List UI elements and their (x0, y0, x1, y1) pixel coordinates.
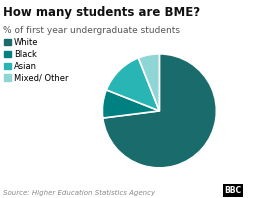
Wedge shape (102, 54, 216, 168)
Wedge shape (106, 58, 159, 111)
Text: How many students are BME?: How many students are BME? (3, 6, 199, 19)
Legend: White, Black, Asian, Mixed/ Other: White, Black, Asian, Mixed/ Other (4, 38, 68, 83)
Text: % of first year undergraduate students: % of first year undergraduate students (3, 26, 179, 35)
Wedge shape (102, 90, 159, 118)
Text: Source: Higher Education Statistics Agency: Source: Higher Education Statistics Agen… (3, 190, 154, 196)
Text: BBC: BBC (224, 186, 241, 195)
Wedge shape (138, 54, 159, 111)
